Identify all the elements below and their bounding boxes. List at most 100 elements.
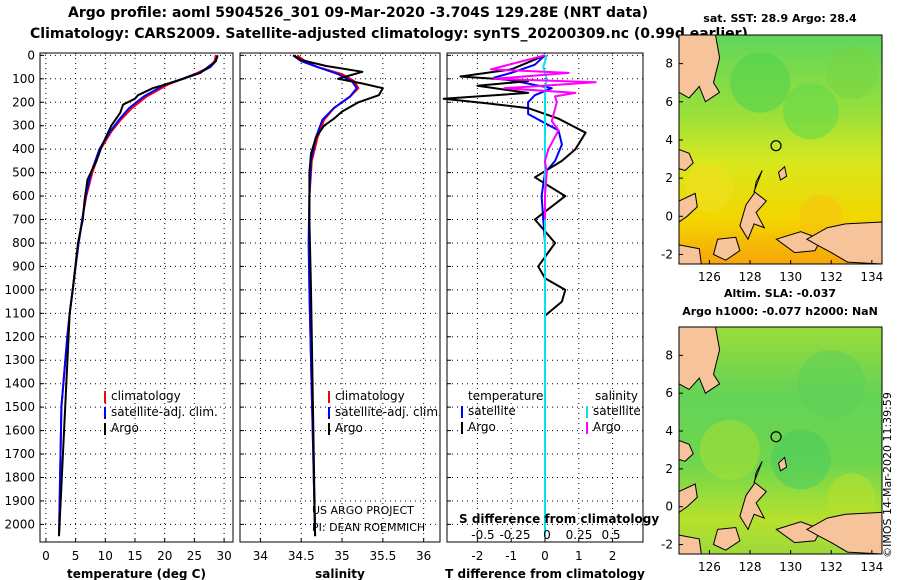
s-tick-label: 0.5 — [601, 528, 620, 542]
map-x-tick-label: 130 — [779, 270, 802, 284]
y-tick-label: 200 — [12, 95, 35, 109]
argo-position-marker — [770, 431, 782, 443]
map-land-group — [679, 327, 882, 554]
map-y-tick-label: 4 — [665, 424, 673, 438]
map-x-tick-label: 134 — [860, 560, 883, 574]
legend-label: Argo — [111, 421, 139, 435]
land-shape — [679, 148, 694, 172]
x-tick-label: 5 — [72, 549, 80, 563]
y-tick-label: 300 — [12, 119, 35, 133]
y-tick-label: 1900 — [4, 494, 35, 508]
land-shape — [679, 244, 702, 264]
y-tick-label: 1500 — [4, 400, 35, 414]
map-frame — [678, 34, 883, 265]
s-tick-label: -0.25 — [499, 528, 530, 542]
map-field-patch — [730, 52, 791, 113]
x-tick-label: 35.5 — [369, 549, 396, 563]
y-tick-label: 800 — [12, 236, 35, 250]
map-x-tick-label: 126 — [698, 270, 721, 284]
land-shape — [679, 483, 698, 514]
y-tick-label: 1300 — [4, 353, 35, 367]
map-y-tick-label: 4 — [665, 133, 673, 147]
legend-title-salinity: salinity — [595, 389, 638, 403]
x-tick-label: 0 — [541, 549, 549, 563]
x-tick-label: -2 — [471, 549, 483, 563]
y-tick-label: 1000 — [4, 283, 35, 297]
land-shape — [679, 534, 702, 554]
map-x-tick-label: 134 — [860, 270, 883, 284]
land-shape — [805, 511, 882, 554]
y-tick-label: 1400 — [4, 377, 35, 391]
map-y-tick-label: 6 — [665, 95, 673, 109]
series-line-climatology — [58, 55, 217, 537]
x-tick-label: 20 — [157, 549, 172, 563]
imos-credit: ©IMOS 14-Mar-2020 11:39:59 — [881, 392, 894, 558]
argo-position-marker — [770, 140, 782, 152]
map-frame — [678, 326, 883, 555]
x-tick-label: 10 — [98, 549, 113, 563]
land-shape — [712, 526, 741, 551]
map-x-tick-label: 132 — [820, 560, 843, 574]
series-line-climatology — [296, 54, 360, 537]
land-shape — [712, 236, 741, 261]
map-land-group — [679, 35, 882, 264]
map-x-tick-label: 132 — [820, 270, 843, 284]
land-shape — [679, 327, 721, 394]
s-tick-label: -0.5 — [471, 528, 494, 542]
map-x-tick-label: 128 — [739, 270, 762, 284]
map-panel-2: 8 6 4 2 0 -2 126 128 130 132 134 Altim. SLA: -0.037… — [661, 287, 883, 574]
s-axis-title: S difference from climatology — [459, 512, 659, 526]
legend-title-temperature: temperature — [468, 389, 543, 403]
x-tick-label: 2 — [609, 549, 617, 563]
legend-label: satellite-adj. clim. — [335, 405, 442, 419]
legend-label: Argo — [335, 421, 363, 435]
x-tick-label: 15 — [127, 549, 142, 563]
x-tick-label: 30 — [216, 549, 231, 563]
map-field-patch — [827, 473, 876, 522]
plot-frame — [39, 52, 234, 543]
map-field-patch — [797, 349, 866, 418]
land-shape — [777, 456, 788, 472]
figure-title-line2: Climatology: CARS2009. Satellite-adjuste… — [30, 26, 748, 42]
map-x-tick-label: 128 — [739, 560, 762, 574]
map-y-tick-label: 8 — [665, 57, 673, 71]
series-line-t-argo — [442, 54, 587, 317]
x-axis-label: salinity — [315, 567, 365, 580]
y-tick-label: 900 — [12, 259, 35, 273]
legend-label: Argo — [593, 420, 621, 434]
map-title-line1: Argo h1000: -0.077 h2000: NaN — [682, 305, 878, 318]
map-field-patch — [825, 47, 878, 100]
map-field-patch — [770, 429, 831, 490]
map-y-tick-label: 0 — [665, 209, 673, 223]
map-title-line1: sat. SST: 28.9 Argo: 28.4 — [703, 12, 857, 25]
map-y-tick-label: 0 — [665, 500, 673, 514]
y-tick-label: 2000 — [4, 517, 35, 531]
s-tick-label: 0.25 — [566, 528, 593, 542]
map-y-tick-label: 6 — [665, 386, 673, 400]
x-tick-label: -1 — [505, 549, 517, 563]
figure-title-line1: Argo profile: aoml 5904526_301 09-Mar-20… — [68, 5, 648, 21]
y-tick-label: 1100 — [4, 306, 35, 320]
x-axis-label: temperature (deg C) — [67, 567, 206, 580]
land-shape — [679, 192, 698, 223]
imos-credit-wrap: ©IMOS 14-Mar-2020 11:39:59 — [881, 368, 900, 580]
y-tick-label: 0 — [27, 48, 35, 62]
x-tick-label: 34 — [253, 549, 268, 563]
map-panel-1: 8 6 4 2 0 -2 126 128 130 132 134 sat. SST: 28.9 Arg… — [661, 12, 883, 284]
legend-label: climatology — [111, 389, 181, 403]
map-y-tick-label: 2 — [665, 171, 673, 185]
x-tick-label: 25 — [187, 549, 202, 563]
series-line-satellite-adj-clim- — [292, 54, 358, 537]
map-field-patch — [685, 163, 734, 212]
series-line-argo — [58, 55, 219, 537]
land-shape — [679, 35, 721, 103]
y-tick-label: 1700 — [4, 447, 35, 461]
map-title-line0: Altim. SLA: -0.037 — [724, 287, 836, 300]
series-line-satellite-adj-clim- — [58, 55, 219, 537]
x-tick-label: 34.5 — [288, 549, 315, 563]
credit-line2: PI: DEAN ROEMMICH — [312, 521, 425, 534]
y-tick-label: 600 — [12, 189, 35, 203]
map-y-tick-label: 2 — [665, 462, 673, 476]
map-x-tick-label: 126 — [698, 560, 721, 574]
